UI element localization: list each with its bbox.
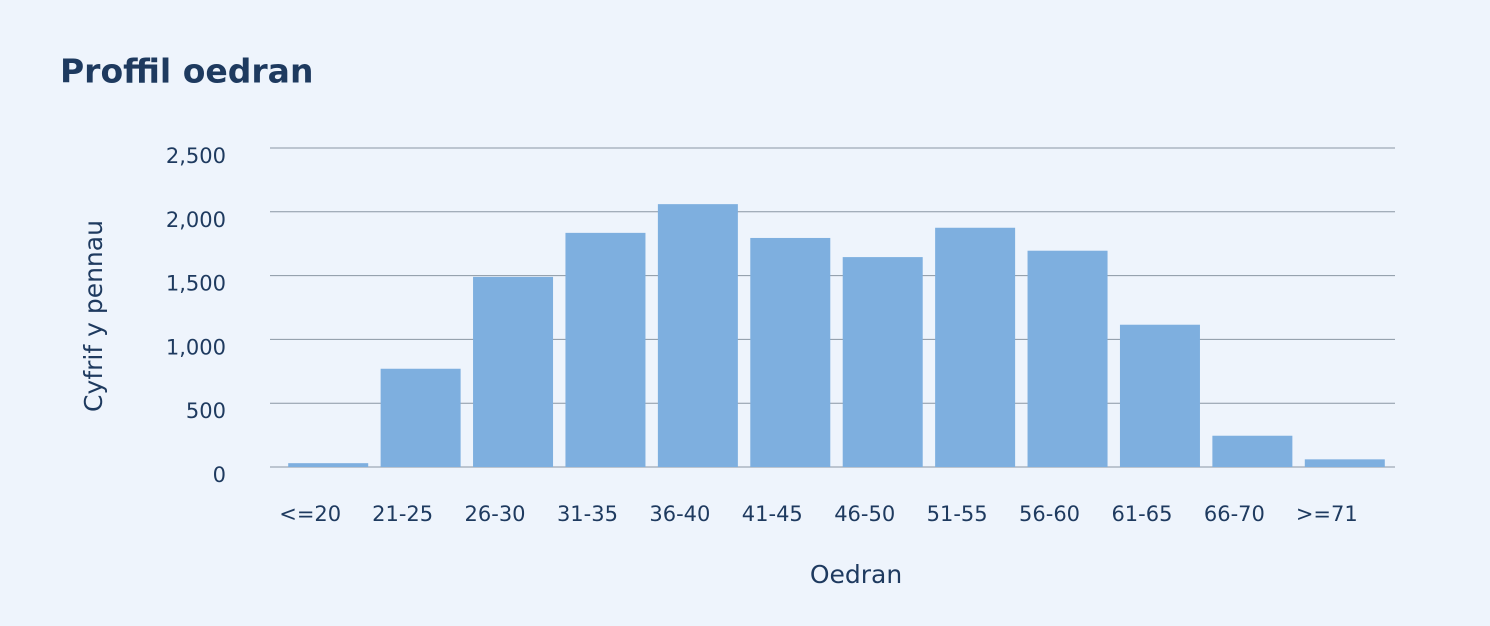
x-tick-label: 31-35: [557, 502, 618, 526]
bar: [380, 368, 461, 467]
x-tick-label: 61-65: [1111, 502, 1172, 526]
bar: [565, 232, 646, 467]
bar: [1119, 324, 1200, 467]
bar: [288, 463, 369, 467]
y-tick-label: 1,000: [166, 335, 226, 359]
bar: [1212, 435, 1293, 467]
y-tick-label: 0: [213, 463, 226, 487]
x-tick-label: 51-55: [927, 502, 988, 526]
x-tick-label: 66-70: [1204, 502, 1265, 526]
bar: [750, 237, 831, 467]
bar: [842, 257, 923, 467]
bar: [1027, 250, 1108, 467]
chart-title: Proffil oedran: [60, 52, 313, 91]
x-tick-label: 46-50: [834, 502, 895, 526]
y-tick-label: 1,500: [166, 272, 226, 296]
y-axis-label: Cyfrif y pennau: [79, 220, 108, 412]
x-tick-label: 26-30: [465, 502, 526, 526]
x-axis-label: Oedran: [810, 560, 902, 589]
bar: [1304, 459, 1385, 467]
x-tick-label: 41-45: [742, 502, 803, 526]
bar: [657, 204, 738, 468]
x-tick-label: <=20: [279, 502, 341, 526]
y-tick-label: 500: [186, 399, 226, 423]
x-tick-label: 21-25: [372, 502, 433, 526]
x-tick-label: 56-60: [1019, 502, 1080, 526]
bar: [473, 276, 554, 467]
y-tick-label: 2,500: [166, 144, 226, 168]
bar: [935, 227, 1016, 467]
y-tick-label: 2,000: [166, 208, 226, 232]
x-tick-label: >=71: [1296, 502, 1358, 526]
x-tick-label: 36-40: [649, 502, 710, 526]
